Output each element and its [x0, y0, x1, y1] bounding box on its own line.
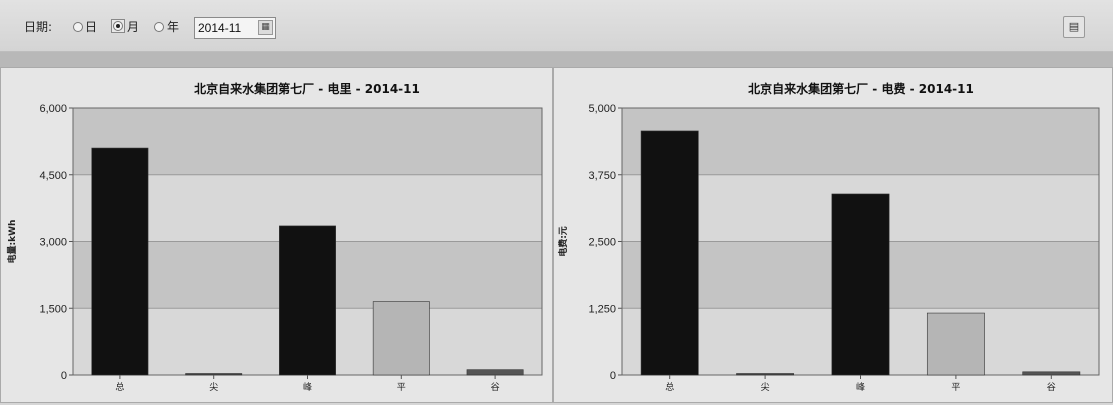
y-tick-label: 4,500	[39, 170, 67, 182]
bar	[185, 373, 243, 376]
bar	[736, 373, 795, 376]
x-tick-label: 尖	[761, 381, 770, 393]
bar	[926, 312, 985, 376]
date-label: 日期:	[24, 20, 53, 34]
separator-strip	[0, 52, 1113, 67]
export-icon[interactable]: ▤	[1063, 16, 1085, 38]
y-tick-label: 1,250	[588, 303, 616, 315]
y-tick-label: 5,000	[588, 103, 616, 115]
plot-band	[73, 108, 542, 175]
x-tick-label: 总	[665, 381, 674, 393]
x-tick-label: 尖	[209, 381, 218, 393]
radio-year-label[interactable]: 年	[167, 20, 180, 34]
x-tick-label: 谷	[491, 382, 500, 393]
x-tick-label: 峰	[856, 382, 865, 393]
radio-month-label[interactable]: 月	[127, 20, 140, 34]
bar	[831, 193, 890, 376]
x-tick-label: 总	[115, 381, 124, 393]
plot-band	[622, 108, 1099, 175]
y-axis-label: 电量:kWh	[6, 220, 18, 264]
radio-day-label[interactable]: 日	[85, 20, 98, 34]
chart-panel-cost: 0 1,250 2,500 3,750 5,000 总 尖 峰 平 谷 北京自来水集团第七厂 - 电…	[553, 67, 1113, 403]
chart-title: 北京自来水集团第七厂 - 电里 - 2014-11	[194, 81, 420, 96]
y-tick-label: 6,000	[39, 103, 67, 115]
y-tick-label: 2,500	[588, 237, 616, 249]
toolbar: 日期: 日 月 年 2014-11 ▦ ▤	[0, 0, 1113, 52]
bar	[1022, 371, 1081, 376]
radio-month[interactable]	[113, 21, 123, 31]
bar	[640, 130, 699, 376]
x-tick-label: 谷	[1047, 382, 1056, 393]
y-tick-label: 0	[61, 370, 67, 382]
date-input[interactable]: 2014-11	[194, 17, 276, 39]
chart-title: 北京自来水集团第七厂 - 电费 - 2014-11	[748, 81, 974, 96]
date-input-value: 2014-11	[198, 21, 242, 35]
y-tick-label: 1,500	[39, 303, 67, 315]
y-tick-label: 0	[610, 370, 616, 382]
y-tick-label: 3,000	[39, 237, 67, 249]
calendar-icon[interactable]: ▦	[258, 20, 273, 35]
bar	[279, 225, 336, 376]
bar	[91, 147, 149, 376]
bar	[466, 369, 524, 376]
x-tick-label: 平	[397, 382, 406, 393]
y-tick-label: 3,750	[588, 170, 616, 182]
y-axis-label: 电费:元	[557, 226, 569, 257]
x-tick-label: 峰	[303, 382, 312, 393]
radio-day[interactable]	[73, 22, 83, 32]
bar	[372, 301, 430, 376]
x-tick-label: 平	[951, 382, 960, 393]
chart-cost: 0 1,250 2,500 3,750 5,000 总 尖 峰 平 谷 北京自来水集团第七厂 - 电…	[557, 81, 1100, 393]
chart-energy: 0 1,500 3,000 4,500 6,000 总 尖 峰 平 谷 北京自来水集团第七厂 - 电…	[6, 81, 543, 393]
chart-panel-energy: 0 1,500 3,000 4,500 6,000 总 尖 峰 平 谷 北京自来水集团第七厂 - 电…	[0, 67, 553, 403]
radio-month-box[interactable]	[111, 19, 125, 33]
radio-year[interactable]	[154, 22, 164, 32]
